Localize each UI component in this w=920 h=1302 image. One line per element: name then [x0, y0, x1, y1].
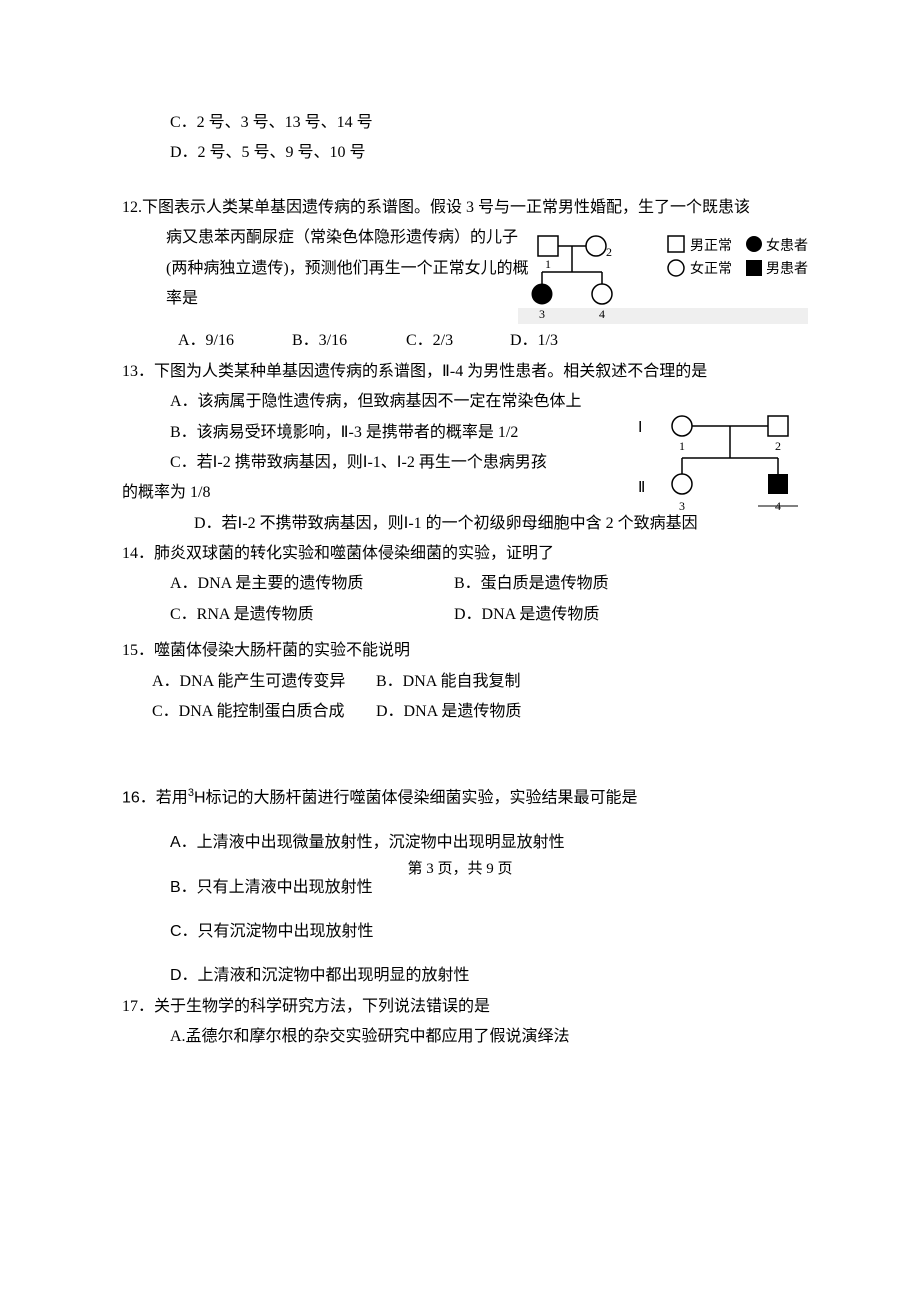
q12-label-2: 2: [606, 245, 612, 259]
q16-stem: 16．若用3H标记的大肠杆菌进行噬菌体侵染细菌实验，实验结果最可能是: [122, 783, 798, 814]
q15-stem: 15．噬菌体侵染大肠杆菌的实验不能说明: [122, 636, 798, 666]
q15-options-row2: C．DNA 能控制蛋白质合成 D．DNA 是遗传物质: [122, 697, 798, 727]
q16-stem-pre: 16．若用: [122, 790, 188, 807]
q12-leg-male-affected: 男患者: [766, 261, 808, 277]
q16-stem-post: H标记的大肠杆菌进行噬菌体侵染细菌实验，实验结果最可能是: [194, 790, 638, 807]
q12-leg-female-affected: 女患者: [766, 237, 808, 254]
q15-options-row1: A．DNA 能产生可遗传变异 B．DNA 能自我复制: [122, 667, 798, 697]
q13-stem: 13．下图为人类某种单基因遗传病的系谱图，Ⅱ-4 为男性患者。相关叙述不合理的是: [122, 357, 798, 387]
q13-label-2: 2: [775, 439, 781, 453]
q16-option-a: A．上清液中出现微量放射性，沉淀物中出现明显放射性: [122, 828, 798, 858]
q12-option-d: D．1/3: [510, 326, 558, 356]
q12-options: A．9/16 B．3/16 C．2/3 D．1/3: [122, 326, 798, 356]
q14-option-c: C．RNA 是遗传物质: [170, 600, 450, 630]
q14-option-d: D．DNA 是遗传物质: [454, 600, 599, 630]
q16-option-c: C．只有沉淀物中出现放射性: [122, 917, 798, 947]
page-footer: 第 3 页，共 9 页: [0, 855, 920, 884]
q12-leg-female-normal: 女正常: [690, 260, 732, 277]
q12-label-1: 1: [545, 257, 551, 271]
q13-label-1: 1: [679, 439, 685, 453]
q13-pedigree-figure: Ⅰ Ⅱ 1 2 3 4: [630, 410, 810, 520]
q12-pedigree-figure: 1 2 3 4 男正常 女正常 女患者 男患者: [518, 228, 808, 324]
q11-option-c: C．2 号、3 号、13 号、14 号: [122, 108, 798, 138]
q17-stem: 17．关于生物学的科学研究方法，下列说法错误的是: [122, 992, 798, 1022]
q13-gen2-label: Ⅱ: [638, 480, 645, 496]
q15-option-a: A．DNA 能产生可遗传变异: [152, 667, 372, 697]
q12-stem-line1: 12.下图表示人类某单基因遗传病的系谱图。假设 3 号与一正常男性婚配，生了一个…: [122, 193, 798, 223]
q13-label-3: 3: [679, 499, 685, 513]
q12-option-c: C．2/3: [406, 326, 506, 356]
q15-option-c: C．DNA 能控制蛋白质合成: [152, 697, 372, 727]
q14-option-b: B．蛋白质是遗传物质: [454, 569, 609, 599]
q14-option-a: A．DNA 是主要的遗传物质: [170, 569, 450, 599]
q14-stem: 14．肺炎双球菌的转化实验和噬菌体侵染细菌的实验，证明了: [122, 539, 798, 569]
q15-option-b: B．DNA 能自我复制: [376, 667, 520, 697]
q11-option-d: D．2 号、5 号、9 号、10 号: [122, 138, 798, 168]
q16-option-d: D．上清液和沉淀物中都出现明显的放射性: [122, 961, 798, 991]
q14-options-row1: A．DNA 是主要的遗传物质 B．蛋白质是遗传物质: [122, 569, 798, 599]
q12-label-4: 4: [599, 307, 605, 321]
q12-option-b: B．3/16: [292, 326, 402, 356]
q12-leg-male-normal: 男正常: [690, 238, 732, 254]
q12-label-3: 3: [539, 307, 545, 321]
q15-option-d: D．DNA 是遗传物质: [376, 697, 521, 727]
q13-gen1-label: Ⅰ: [638, 420, 642, 436]
q12-option-a: A．9/16: [178, 326, 288, 356]
q14-options-row2: C．RNA 是遗传物质 D．DNA 是遗传物质: [122, 600, 798, 630]
q17-option-a: A.孟德尔和摩尔根的杂交实验研究中都应用了假说演绎法: [122, 1022, 798, 1052]
